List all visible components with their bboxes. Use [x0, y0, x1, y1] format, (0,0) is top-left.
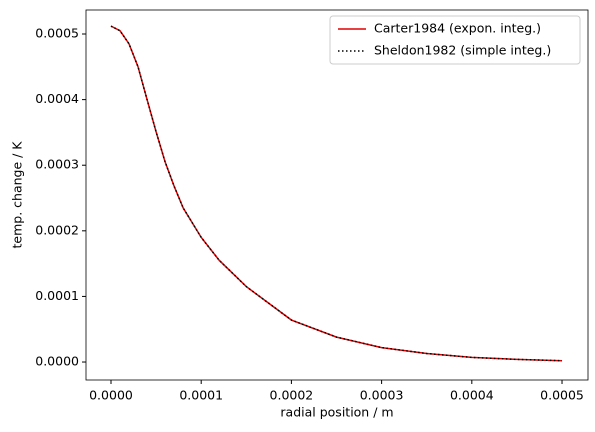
y-tick-label: 0.0004	[35, 91, 79, 106]
x-axis-label: radial position / m	[280, 405, 393, 420]
legend-label: Carter1984 (expon. integ.)	[374, 21, 541, 36]
legend-label: Sheldon1982 (simple integ.)	[374, 43, 551, 58]
x-tick-label: 0.0001	[179, 388, 223, 403]
x-tick-label: 0.0003	[360, 388, 404, 403]
y-tick-label: 0.0000	[35, 354, 79, 369]
x-tick-label: 0.0002	[270, 388, 314, 403]
y-tick-label: 0.0001	[35, 288, 79, 303]
x-tick-label: 0.0005	[540, 388, 584, 403]
y-tick-label: 0.0002	[35, 222, 79, 237]
plot-frame	[85, 9, 589, 381]
x-tick-label: 0.0004	[450, 388, 494, 403]
series-line	[110, 25, 563, 362]
y-tick-label: 0.0005	[35, 26, 79, 41]
y-tick-label: 0.0003	[35, 157, 79, 172]
legend-box	[329, 15, 581, 65]
y-axis-label: temp. change / K	[10, 141, 25, 249]
x-tick-label: 0.0000	[89, 388, 133, 403]
series-line	[110, 25, 563, 362]
